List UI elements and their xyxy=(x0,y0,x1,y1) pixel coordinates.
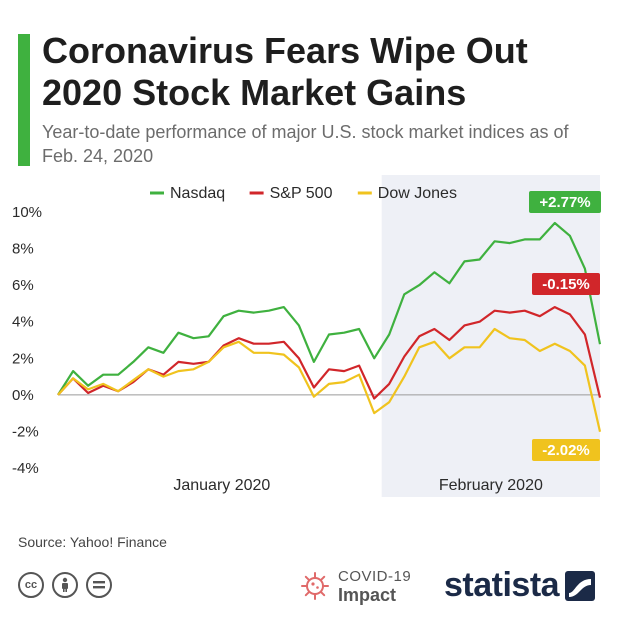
series-line-3 xyxy=(57,327,602,433)
value-callout-box xyxy=(532,273,600,295)
chart-title: Coronavirus Fears Wipe Out 2020 Stock Ma… xyxy=(42,30,528,113)
footer: cc COVID-19 Impact statista xyxy=(0,560,620,620)
cc-icon: cc xyxy=(18,572,44,598)
title-accent-bar xyxy=(18,34,30,166)
covid-label: COVID-19 xyxy=(338,568,412,585)
y-tick-label: 10% xyxy=(12,204,42,221)
legend-label: S&P 500 xyxy=(270,185,333,202)
nd-icon xyxy=(86,572,112,598)
month-label: February 2020 xyxy=(439,477,543,494)
impact-label: Impact xyxy=(338,585,397,605)
statista-mark-icon xyxy=(565,570,596,601)
legend-label: Nasdaq xyxy=(170,185,225,202)
y-tick-label: 8% xyxy=(12,241,34,258)
value-callout-box xyxy=(532,439,600,461)
statista-wordmark: statista xyxy=(444,566,560,604)
value-callout-box xyxy=(529,191,601,213)
source-note: Source: Yahoo! Finance xyxy=(18,534,167,550)
statista-logo: statista xyxy=(444,566,596,605)
y-tick-label: -2% xyxy=(12,423,39,440)
value-callout-label: -2.02% xyxy=(542,442,590,459)
by-icon xyxy=(52,572,78,598)
y-tick-label: 6% xyxy=(12,277,34,294)
value-callout-label: -0.15% xyxy=(542,276,590,293)
y-tick-label: -4% xyxy=(12,460,39,477)
license-icons: cc xyxy=(18,572,112,598)
value-callout-label: +2.77% xyxy=(539,194,590,211)
virus-icon xyxy=(301,572,329,600)
month-label: January 2020 xyxy=(173,477,270,494)
legend-label: Dow Jones xyxy=(378,185,457,202)
series-line-1 xyxy=(57,221,602,396)
y-tick-label: 2% xyxy=(12,350,34,367)
y-tick-label: 4% xyxy=(12,314,34,331)
chart-subtitle: Year-to-date performance of major U.S. s… xyxy=(42,122,569,166)
covid-impact-badge: COVID-19 Impact xyxy=(300,568,411,604)
line-chart: 10% 8% 6% 4% 2% 0% -2% -4% January 2020 February … xyxy=(12,175,602,497)
y-tick-label: 0% xyxy=(12,387,34,404)
